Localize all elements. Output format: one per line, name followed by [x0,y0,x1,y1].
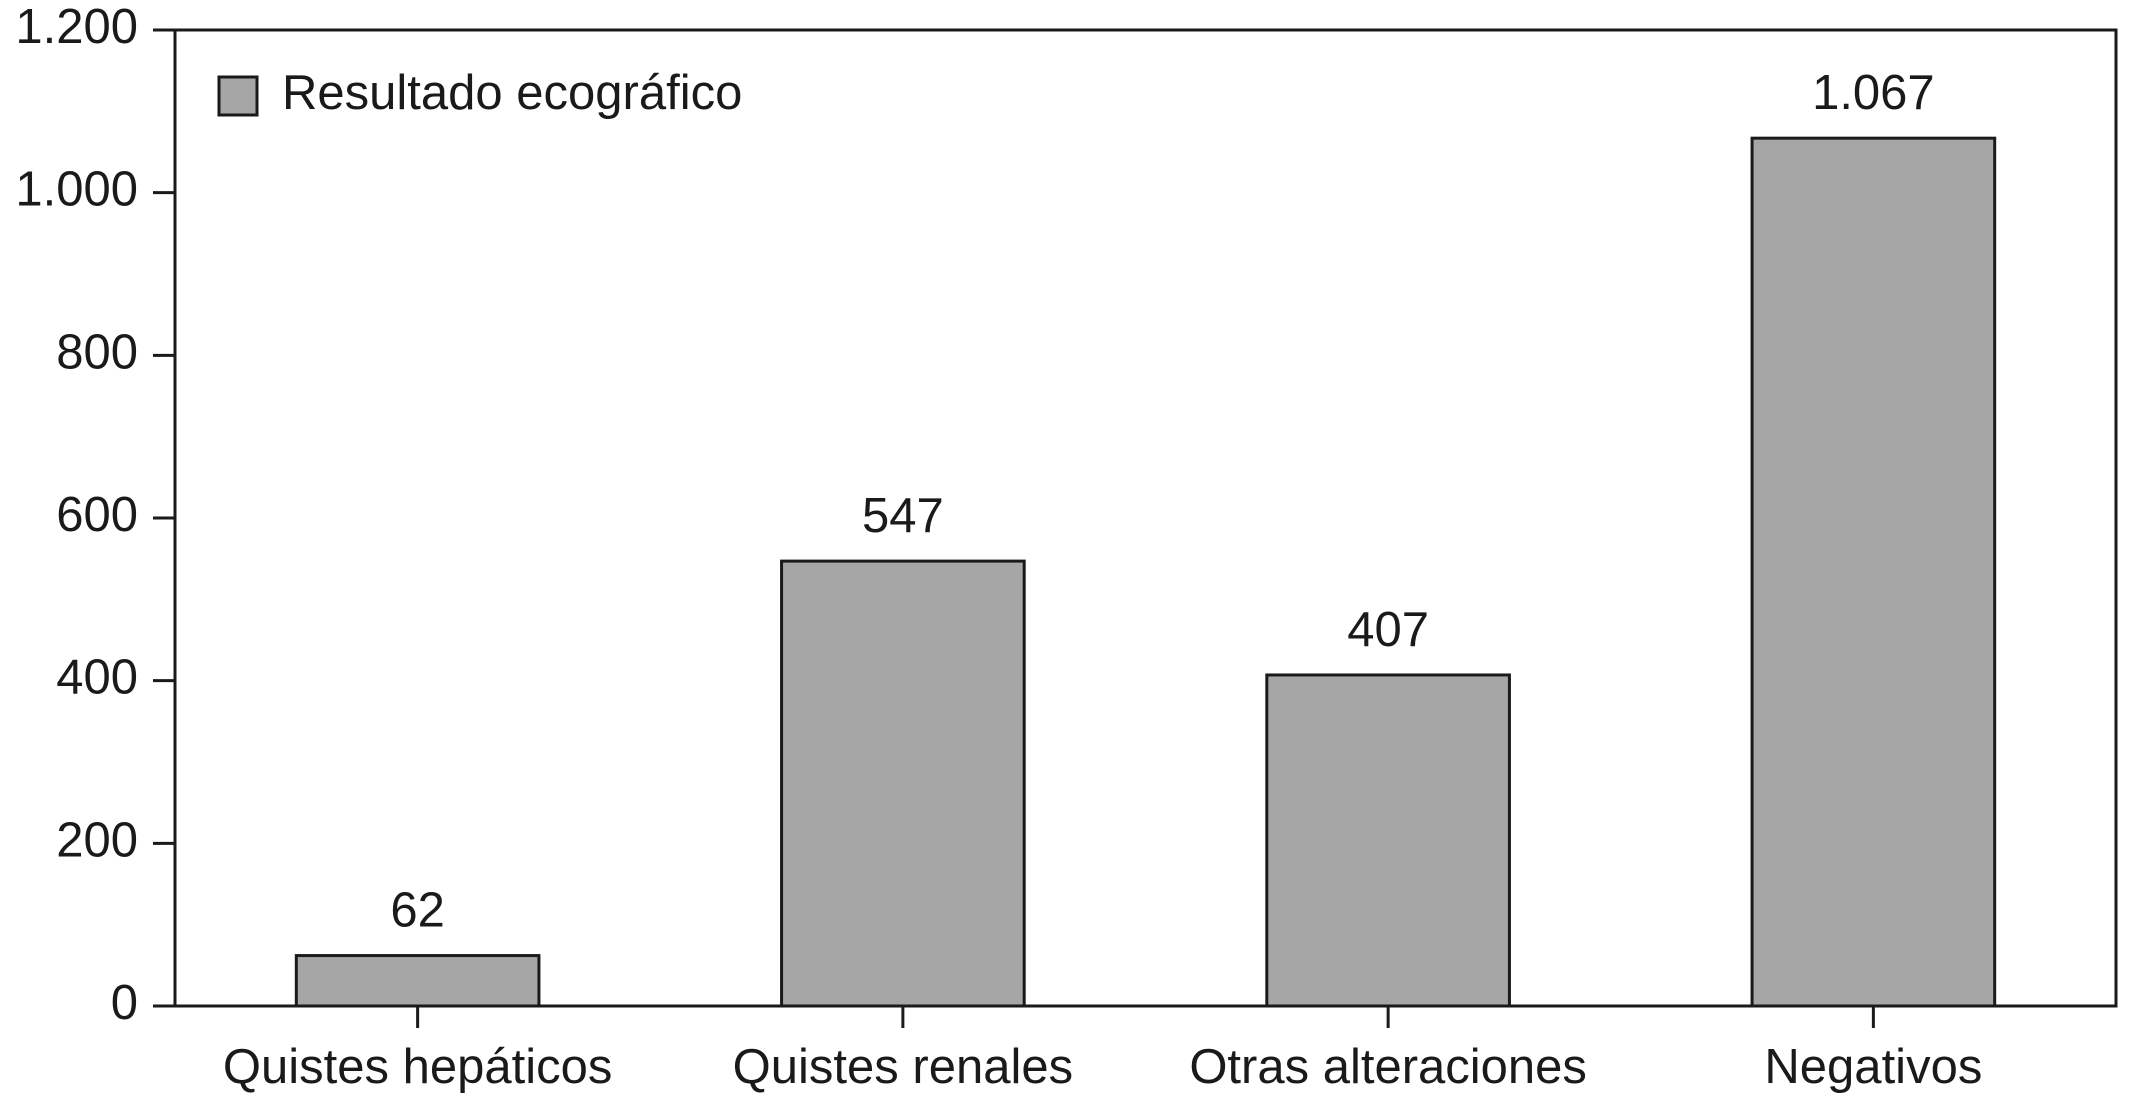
y-tick-label: 200 [56,813,138,867]
bar [780,559,1026,1008]
x-tick-label: Quistes hepáticos [223,1040,613,1094]
x-tick-label: Quistes renales [733,1040,1073,1094]
bar [1265,673,1511,1008]
y-tick-label: 800 [56,325,138,379]
y-tick-label: 1.200 [15,0,138,54]
data-label: 62 [390,884,445,938]
bar [294,954,541,1008]
legend-swatch [217,75,259,117]
data-label: 407 [1347,603,1429,657]
y-tick-label: 400 [56,651,138,705]
y-tick-label: 600 [56,488,138,542]
bar [1750,136,1997,1008]
x-tick-label: Negativos [1764,1040,1982,1094]
legend-label: Resultado ecográfico [282,66,742,120]
data-label: 1.067 [1812,66,1935,120]
x-tick-label: Otras alteraciones [1189,1040,1587,1094]
y-tick-label: 1.000 [15,163,138,217]
y-tick-label: 0 [111,976,138,1030]
data-label: 547 [862,489,944,543]
